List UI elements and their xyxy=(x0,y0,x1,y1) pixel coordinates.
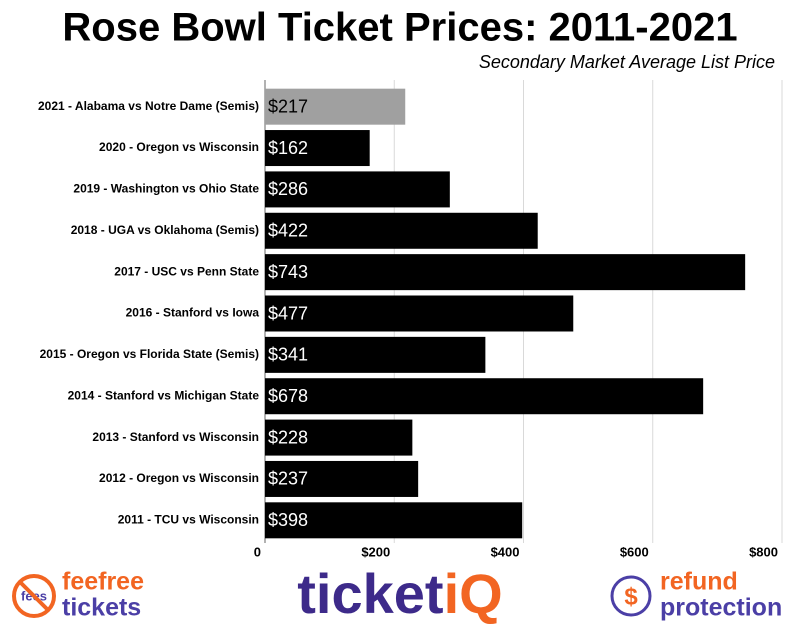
x-tick-label: $600 xyxy=(620,544,649,559)
bar-value-label: $398 xyxy=(268,510,308,530)
protection-text: protection xyxy=(660,594,782,622)
chart-subtitle: Secondary Market Average List Price xyxy=(479,52,775,72)
y-tick-label: 2018 - UGA vs Oklahoma (Semis) xyxy=(71,223,259,237)
bar xyxy=(265,171,450,208)
x-tick-label: 0 xyxy=(254,544,261,559)
bar xyxy=(265,88,406,125)
bar-value-label: $237 xyxy=(268,469,308,489)
refund-text: refund xyxy=(660,568,738,596)
footer: fees feefree tickets ticketiQ $ refund p… xyxy=(12,562,782,625)
bar-value-label: $477 xyxy=(268,303,308,323)
bar xyxy=(265,212,538,249)
y-tick-label: 2013 - Stanford vs Wisconsin xyxy=(92,430,259,444)
bar-value-label: $217 xyxy=(268,96,308,116)
bar-value-label: $341 xyxy=(268,345,308,365)
x-tick-label: $200 xyxy=(361,544,390,559)
brand-end: iQ xyxy=(444,562,503,625)
y-tick-label: 2012 - Oregon vs Wisconsin xyxy=(99,471,259,485)
y-tick-label: 2021 - Alabama vs Notre Dame (Semis) xyxy=(38,99,259,113)
x-tick-label: $400 xyxy=(491,544,520,559)
feefree-text: feefree xyxy=(62,568,144,596)
fees-icon-slash xyxy=(18,580,50,612)
y-tick-label: 2015 - Oregon vs Florida State (Semis) xyxy=(40,347,259,361)
bar-value-label: $162 xyxy=(268,138,308,158)
brand-logo: ticketiQ xyxy=(297,562,502,625)
bar xyxy=(265,378,704,415)
bar-value-label: $422 xyxy=(268,221,308,241)
refund-icon-symbol: $ xyxy=(624,583,638,610)
bar xyxy=(265,460,419,497)
bar-value-label: $286 xyxy=(268,179,308,199)
y-tick-label: 2016 - Stanford vs Iowa xyxy=(126,306,260,320)
bar xyxy=(265,130,370,167)
bar-value-label: $228 xyxy=(268,427,308,447)
y-tick-label: 2011 - TCU vs Wisconsin xyxy=(118,512,259,526)
bar xyxy=(265,419,413,456)
x-tick-label: $800 xyxy=(749,544,778,559)
bar xyxy=(265,295,574,332)
y-tick-label: 2014 - Stanford vs Michigan State xyxy=(68,388,260,402)
fees-icon xyxy=(12,574,56,618)
refund-icon xyxy=(610,575,652,617)
bar-value-label: $743 xyxy=(268,262,308,282)
brand-main: ticket xyxy=(297,562,443,625)
tickets-text: tickets xyxy=(62,594,141,622)
bar xyxy=(265,502,523,539)
y-tick-label: 2017 - USC vs Penn State xyxy=(114,264,259,278)
chart-title: Rose Bowl Ticket Prices: 2011-2021 xyxy=(62,6,737,50)
bar xyxy=(265,336,486,373)
y-tick-label: 2020 - Oregon vs Wisconsin xyxy=(99,140,259,154)
y-tick-label: 2019 - Washington vs Ohio State xyxy=(73,182,259,196)
bar xyxy=(265,254,746,291)
bar-value-label: $678 xyxy=(268,386,308,406)
